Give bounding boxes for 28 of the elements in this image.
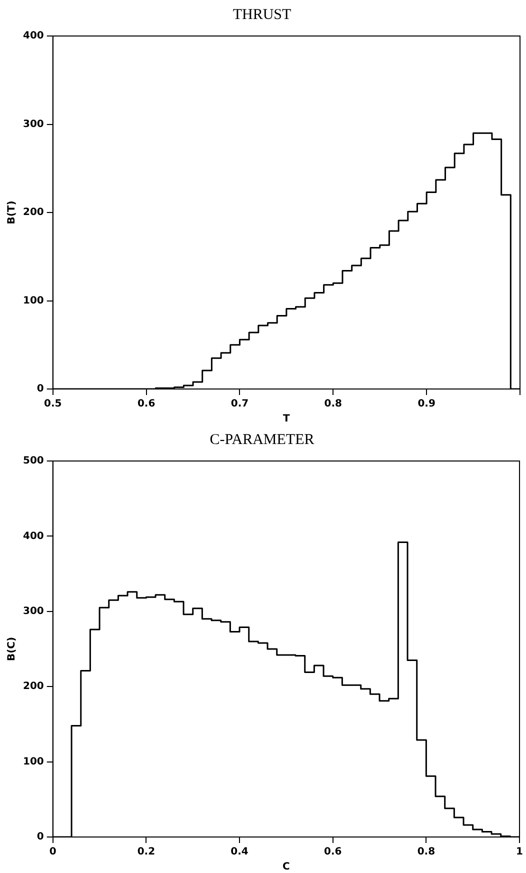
x-tick-label: 0.4: [230, 846, 248, 858]
y-tick-label: 0: [36, 832, 44, 843]
y-tick-label: 100: [23, 295, 44, 306]
chart-title: THRUST: [232, 6, 292, 23]
y-tick-label: 500: [23, 456, 44, 467]
y-tick-label: 0: [36, 384, 44, 395]
x-tick-label: 0.6: [137, 398, 156, 410]
y-tick-label: 200: [23, 207, 44, 218]
y-tick-label: 300: [23, 606, 44, 617]
x-tick-label: 0.9: [418, 398, 436, 410]
y-tick-label: 200: [23, 681, 44, 692]
x-tick-label: 0.7: [230, 398, 249, 410]
x-tick-label: 0: [49, 846, 56, 858]
x-axis-title: C: [282, 862, 290, 873]
x-tick-label: 0.8: [417, 846, 436, 858]
x-tick-label: 0.8: [324, 398, 342, 410]
x-tick-label: 1: [516, 846, 524, 858]
x-tick-label: 0.5: [44, 398, 62, 410]
y-tick-label: 400: [23, 30, 44, 42]
x-axis-title: T: [283, 414, 290, 425]
y-axis-title: B(T): [6, 200, 18, 224]
chart-title: C-PARAMETER: [210, 432, 314, 448]
y-axis-title: B(C): [6, 636, 18, 662]
x-tick-label: 0.2: [137, 846, 156, 858]
y-tick-label: 300: [23, 118, 44, 130]
y-tick-label: 400: [23, 530, 44, 542]
x-tick-label: 0.6: [324, 846, 342, 858]
y-tick-label: 100: [23, 756, 44, 768]
